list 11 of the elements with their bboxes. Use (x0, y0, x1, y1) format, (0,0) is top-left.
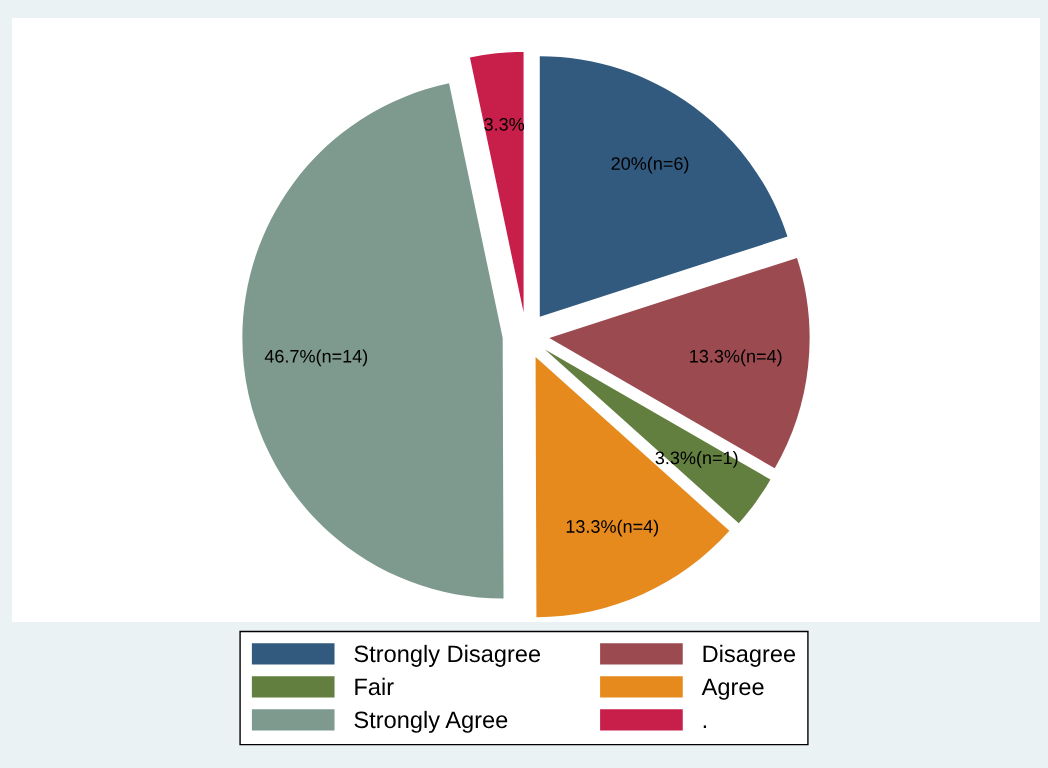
legend-label: . (703, 725, 707, 728)
legend-label: Agree (701, 678, 764, 700)
data-label: 20%(n=6) (611, 156, 689, 174)
legend-label: Strongly Agree (354, 710, 508, 733)
data-label: 46.7%(n=14) (264, 349, 368, 367)
data-label: 13.3%(n=4) (690, 349, 782, 367)
legend-label: Disagree (703, 644, 796, 667)
legend-label: Fair (355, 677, 394, 696)
legend-label: Strongly Disagree (354, 644, 541, 667)
data-label: 3.3% (484, 117, 525, 131)
data-label: 13.3%(n=4) (566, 519, 659, 537)
